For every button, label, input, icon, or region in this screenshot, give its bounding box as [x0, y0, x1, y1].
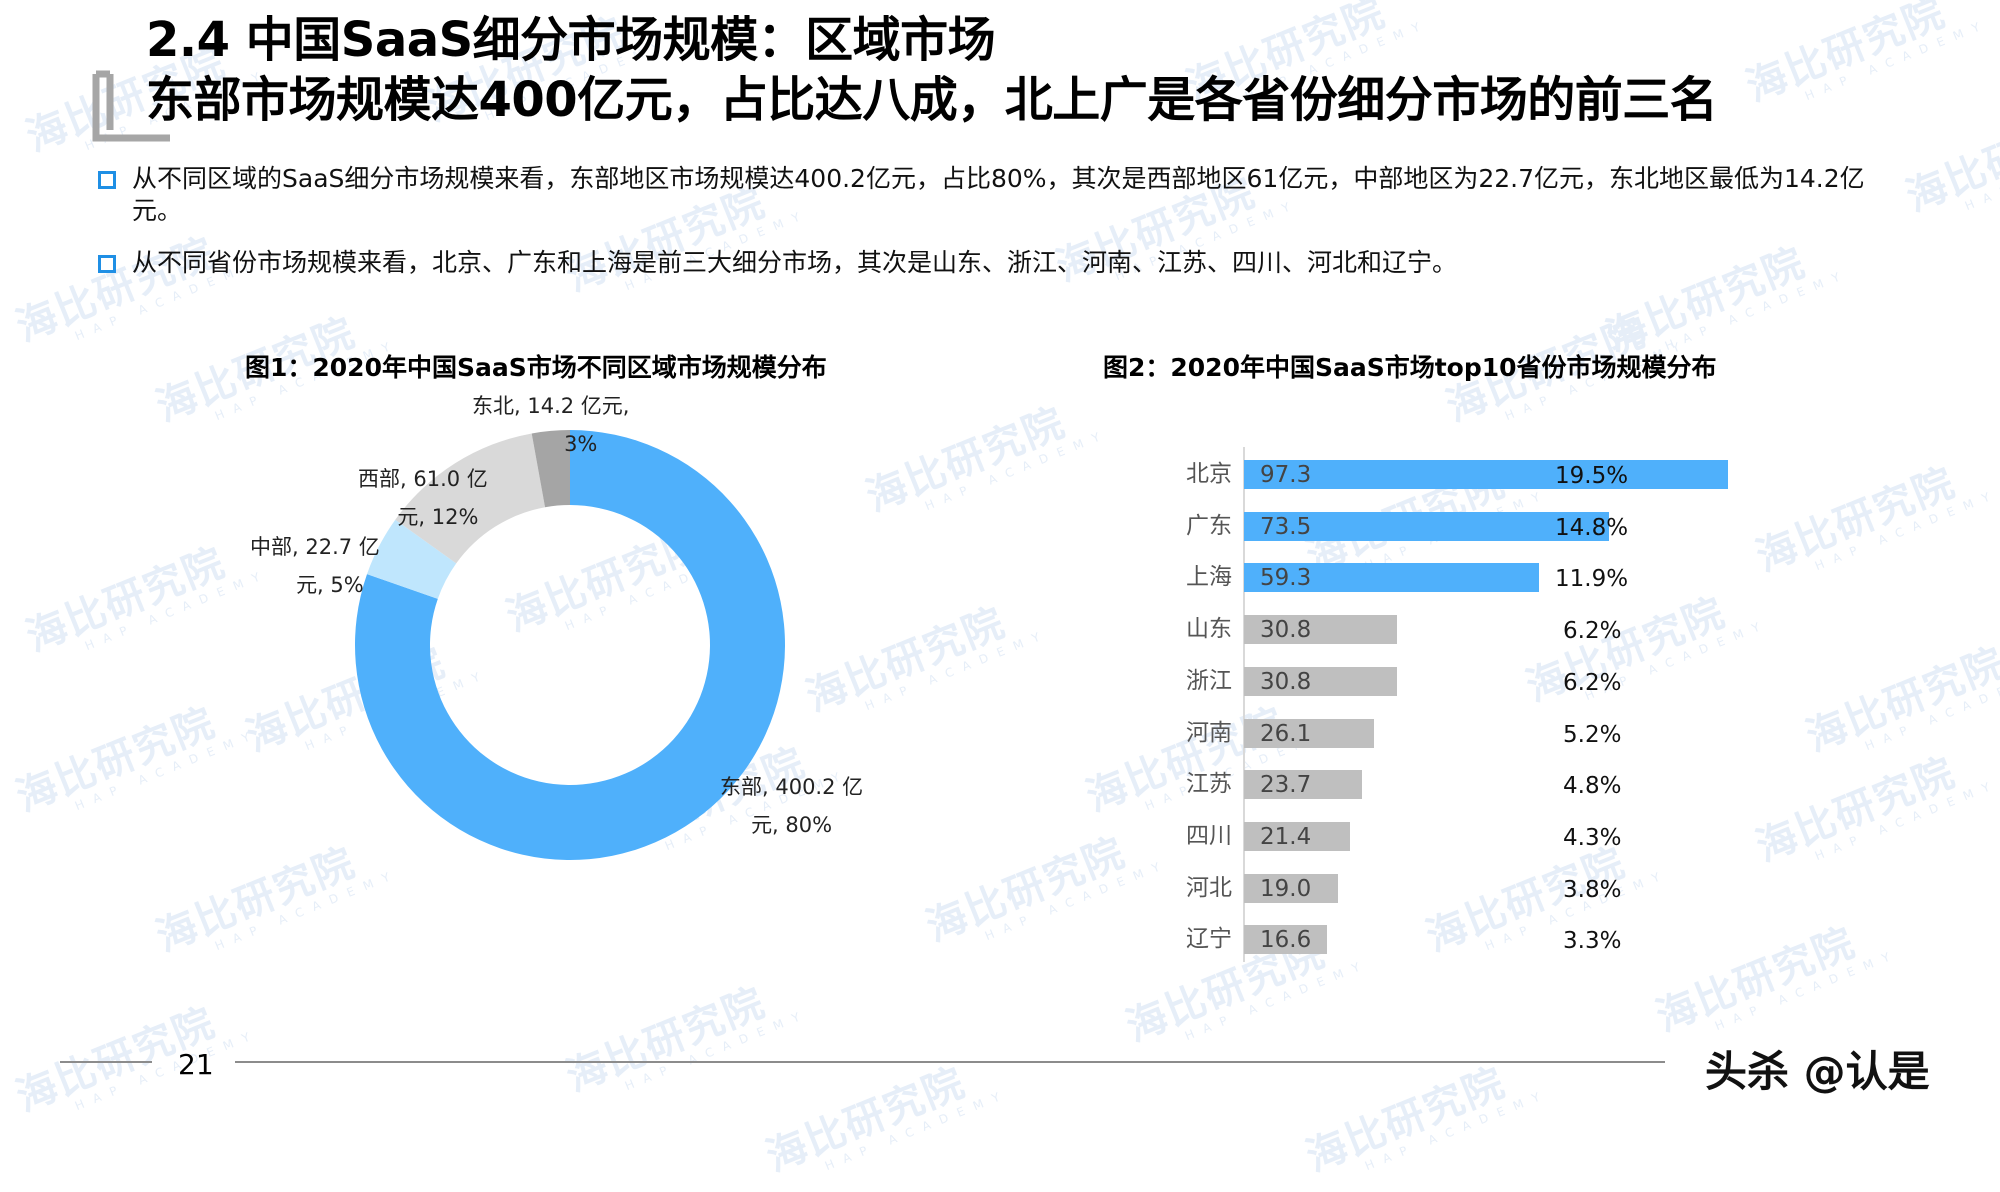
bar-row: 四川 21.4 4.3%: [1160, 816, 1860, 856]
bar-row: 江苏 23.7 4.8%: [1160, 764, 1860, 804]
bullet-text: 从不同区域的SaaS细分市场规模来看，东部地区市场规模达400.2亿元，占比80…: [132, 164, 1865, 225]
bar-row: 山东 30.8 6.2%: [1160, 609, 1860, 649]
bar: [1244, 563, 1539, 593]
pie-label-central: 中部, 22.7 亿元, 5%: [250, 535, 380, 597]
bar-category-label: 浙江: [1186, 667, 1232, 694]
bar-share-label: 6.2%: [1563, 669, 1622, 696]
page-number: 21: [178, 1048, 214, 1081]
bar-chart-axis: [1243, 447, 1245, 962]
title-bracket-icon: [92, 70, 170, 142]
bar-value-label: 23.7: [1260, 772, 1312, 799]
footer-rule-left: [60, 1061, 152, 1063]
bar-category-label: 辽宁: [1186, 926, 1232, 953]
page-title-line1: 2.4 中国SaaS细分市场规模：区域市场: [146, 12, 996, 68]
bar-value-label: 26.1: [1260, 720, 1312, 747]
bullet-item: 从不同区域的SaaS细分市场规模来看，东部地区市场规模达400.2亿元，占比80…: [98, 163, 1898, 227]
pie-label-east: 东部, 400.2 亿元, 80%: [720, 775, 864, 837]
bar-row: 广东 73.5 14.8%: [1160, 506, 1860, 546]
bar: [1244, 718, 1374, 748]
bar-value-label: 19.0: [1260, 875, 1312, 902]
bar: [1244, 770, 1362, 800]
bar-category-label: 江苏: [1186, 771, 1232, 798]
bar-share-label: 6.2%: [1563, 618, 1622, 645]
slice-west: [395, 433, 546, 564]
bar-category-label: 上海: [1186, 564, 1232, 591]
bar-share-label: 4.8%: [1563, 773, 1622, 800]
bar-value-label: 30.8: [1260, 668, 1312, 695]
bar: [1244, 666, 1398, 696]
bar-share-label: 3.3%: [1563, 928, 1622, 955]
bar-category-label: 河北: [1186, 874, 1232, 901]
bar-value-label: 73.5: [1260, 513, 1312, 540]
bar-row: 河南 26.1 5.2%: [1160, 713, 1860, 753]
bar-category-label: 广东: [1186, 512, 1232, 539]
bar-row: 辽宁 16.6 3.3%: [1160, 919, 1860, 959]
bar: [1244, 821, 1351, 851]
slice-central: [367, 519, 457, 599]
chart2-title: 图2：2020年中国SaaS市场top10省份市场规模分布: [1103, 353, 1717, 382]
bar-share-label: 5.2%: [1563, 721, 1622, 748]
bar: [1244, 460, 1728, 489]
bar-share-label: 3.8%: [1563, 876, 1622, 903]
pie-label-northeast: 东北, 14.2 亿元, 3%: [472, 394, 630, 456]
bar-category-label: 河南: [1186, 719, 1232, 746]
bar-share-label: 14.8%: [1555, 514, 1629, 541]
square-bullet-icon: [98, 171, 116, 189]
slice-east: [355, 430, 785, 860]
bar-share-label: 19.5%: [1555, 463, 1629, 489]
bar: [1244, 615, 1398, 645]
bar-value-label: 97.3: [1260, 462, 1312, 488]
bar-share-label: 4.3%: [1563, 824, 1622, 851]
bar-row: 北京 97.3 19.5%: [1160, 454, 1860, 494]
pie-label-west: 西部, 61.0 亿元, 12%: [358, 467, 488, 529]
bar: [1244, 925, 1327, 955]
bullet-item: 从不同省份市场规模来看，北京、广东和上海是前三大细分市场，其次是山东、浙江、河南…: [98, 247, 1898, 279]
bar: [1244, 873, 1339, 903]
bar-value-label: 21.4: [1260, 823, 1312, 850]
slice-northeast: [531, 430, 570, 508]
bar-row: 河北 19.0 3.8%: [1160, 868, 1860, 908]
chart1-title: 图1：2020年中国SaaS市场不同区域市场规模分布: [245, 353, 827, 382]
bullet-text: 从不同省份市场规模来看，北京、广东和上海是前三大细分市场，其次是山东、浙江、河南…: [132, 248, 1458, 277]
bar: [1244, 511, 1610, 541]
bar-row: 上海 59.3 11.9%: [1160, 557, 1860, 597]
page-title-line2: 东部市场规模达400亿元，占比达八成，北上广是各省份细分市场的前三名: [146, 72, 1718, 128]
square-bullet-icon: [98, 255, 116, 273]
footer-rule-right: [235, 1061, 1665, 1063]
bar-row: 浙江 30.8 6.2%: [1160, 661, 1860, 701]
bar-value-label: 59.3: [1260, 565, 1312, 592]
bar-category-label: 山东: [1186, 616, 1232, 643]
bar-category-label: 四川: [1186, 822, 1232, 849]
bar-value-label: 16.6: [1260, 927, 1312, 954]
bar-category-label: 北京: [1186, 461, 1232, 487]
credit-watermark: 头杀 @认是: [1705, 1047, 1930, 1096]
bar-value-label: 30.8: [1260, 617, 1312, 644]
region-donut-chart: [355, 430, 785, 860]
bar-share-label: 11.9%: [1555, 566, 1629, 593]
